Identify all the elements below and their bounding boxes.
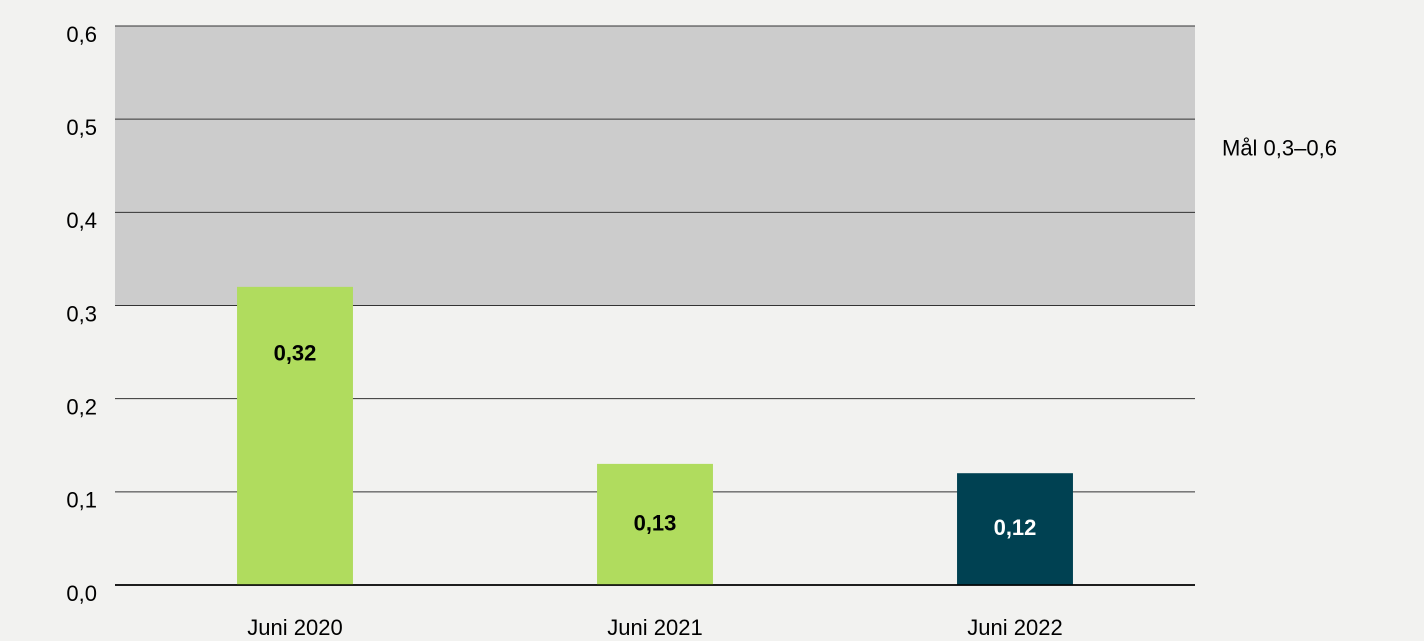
target-annotation: Mål 0,3–0,6 — [1222, 136, 1337, 161]
bar — [957, 473, 1073, 585]
value-label: 0,13 — [634, 510, 677, 535]
y-tick-label: 0,2 — [66, 394, 97, 419]
y-tick-label: 0,3 — [66, 301, 97, 326]
y-tick-label: 0,5 — [66, 115, 97, 140]
y-tick-label: 0,6 — [66, 22, 97, 47]
value-label: 0,32 — [274, 341, 317, 366]
x-tick-label: Juni 2020 — [247, 615, 342, 640]
bar — [237, 286, 353, 585]
y-tick-label: 0,1 — [66, 488, 97, 513]
bar — [597, 463, 713, 585]
value-label: 0,12 — [994, 515, 1037, 540]
x-tick-label: Juni 2022 — [967, 615, 1062, 640]
x-tick-label: Juni 2021 — [607, 615, 702, 640]
target-band — [115, 26, 1195, 306]
y-tick-label: 0,4 — [66, 208, 97, 233]
y-tick-label: 0,0 — [66, 581, 97, 606]
